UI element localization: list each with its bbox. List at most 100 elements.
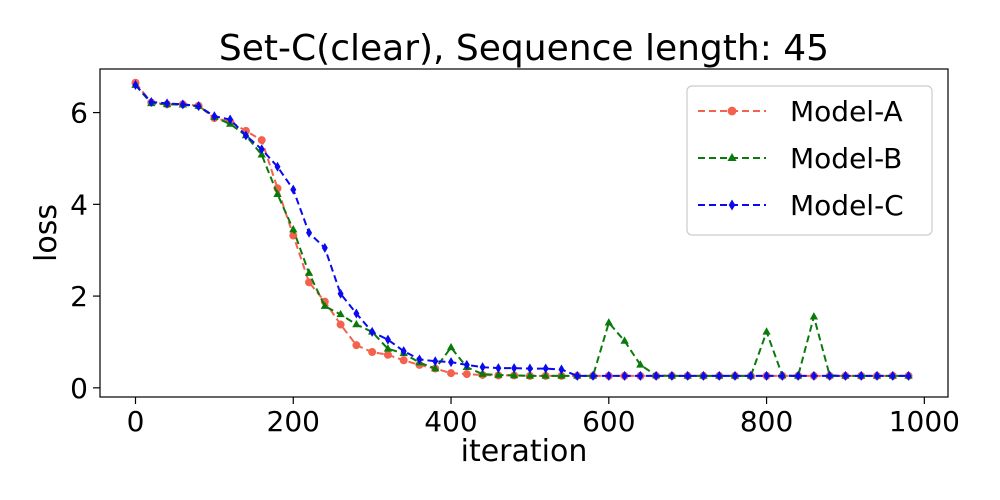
data-point-model-c [542, 363, 549, 374]
data-point-model-c [795, 370, 802, 381]
legend-label: Model-B [790, 142, 902, 175]
legend-marker [728, 199, 736, 211]
data-point-model-c [574, 370, 581, 381]
legend-marker [727, 106, 737, 116]
data-point-model-b [304, 268, 314, 276]
data-point-model-b [494, 370, 503, 378]
data-point-model-c [164, 98, 171, 109]
data-point-model-c [321, 242, 328, 253]
chart-title: Set-C(clear), Sequence length: 45 [219, 28, 829, 69]
data-point-model-b [446, 342, 456, 351]
data-point-model-c [590, 370, 597, 381]
legend: Model-A Model-B Model-C [686, 85, 933, 236]
x-tick-label: 800 [740, 405, 793, 438]
data-point-model-c [242, 130, 249, 141]
data-point-model-c [810, 370, 817, 381]
y-tick-label: 0 [70, 372, 88, 405]
data-point-model-b [431, 363, 440, 372]
y-tick-label: 6 [70, 97, 88, 130]
data-point-model-b [525, 371, 535, 379]
data-point-model-c [668, 370, 675, 381]
data-point-model-b [336, 309, 345, 318]
data-point-model-c [905, 370, 912, 381]
data-point-model-b [541, 371, 550, 379]
data-point-model-c [274, 161, 281, 172]
data-point-model-c [826, 370, 833, 381]
data-point-model-c [716, 370, 723, 381]
data-point-model-a [352, 341, 361, 350]
data-point-model-b [478, 369, 487, 377]
data-point-model-c [842, 370, 849, 381]
data-point-model-a [336, 320, 345, 329]
x-axis: 0 200 400 600 800 1000 [127, 397, 960, 438]
data-point-model-c [621, 370, 628, 381]
legend-item-model-c: Model-C [698, 189, 904, 222]
data-point-model-b [509, 370, 519, 379]
x-tick-label: 1000 [889, 405, 960, 438]
data-point-model-a [399, 356, 408, 365]
data-point-model-c [463, 359, 470, 370]
x-tick-label: 0 [127, 405, 145, 438]
data-point-model-b [289, 224, 298, 233]
data-point-model-c [747, 370, 754, 381]
data-point-model-c [605, 370, 612, 381]
data-point-model-b [273, 189, 282, 197]
data-point-model-b [636, 360, 645, 368]
data-point-model-c [227, 114, 234, 125]
legend-label: Model-C [790, 189, 904, 222]
data-point-model-c [416, 354, 423, 365]
data-point-model-b [352, 319, 361, 328]
data-point-model-c [889, 370, 896, 381]
data-point-model-b [762, 327, 771, 335]
data-point-model-c [637, 370, 644, 381]
plot-area [131, 78, 913, 381]
data-point-model-c [558, 364, 565, 375]
data-point-model-c [306, 227, 313, 238]
data-point-model-a [383, 350, 392, 359]
data-point-model-b [557, 371, 566, 379]
data-point-model-c [400, 346, 407, 357]
data-point-model-b [320, 301, 329, 309]
x-tick-label: 200 [267, 405, 320, 438]
data-point-model-c [290, 184, 297, 195]
data-point-model-c [763, 370, 770, 381]
y-tick-label: 4 [70, 188, 88, 221]
y-axis: 0 2 4 6 [70, 97, 100, 405]
data-point-model-c [353, 308, 360, 319]
data-point-model-c [369, 326, 376, 337]
y-axis-label: loss [29, 204, 64, 262]
data-point-model-c [211, 111, 218, 122]
legend-box [686, 85, 933, 236]
data-point-model-a [257, 136, 266, 145]
data-point-model-c [148, 97, 155, 108]
data-point-model-c [732, 370, 739, 381]
y-tick-label: 2 [70, 280, 88, 313]
data-point-model-c [779, 370, 786, 381]
data-point-model-c [384, 334, 391, 345]
x-tick-label: 600 [582, 405, 635, 438]
data-point-model-c [195, 101, 202, 112]
data-point-model-b [620, 336, 629, 344]
data-point-model-c [448, 357, 455, 368]
data-point-model-c [258, 144, 265, 155]
data-point-model-a [462, 370, 471, 379]
data-point-model-b [604, 318, 613, 326]
data-point-model-c [495, 363, 502, 374]
legend-marker [727, 152, 737, 162]
plot-frame [99, 68, 949, 398]
data-point-model-c [132, 80, 139, 91]
x-axis-label: iteration [461, 434, 588, 469]
series-line-model-b [134, 84, 909, 377]
legend-item-model-b: Model-B [698, 142, 902, 175]
data-point-model-c [179, 99, 186, 110]
data-point-model-a [305, 278, 314, 287]
data-point-model-b [809, 312, 819, 320]
data-point-model-a [368, 348, 377, 357]
data-point-model-c [700, 370, 707, 381]
data-point-model-b [383, 344, 393, 352]
x-tick-label: 400 [424, 405, 477, 438]
data-point-model-c [479, 362, 486, 373]
data-point-model-c [874, 370, 881, 381]
data-point-model-c [526, 363, 533, 374]
